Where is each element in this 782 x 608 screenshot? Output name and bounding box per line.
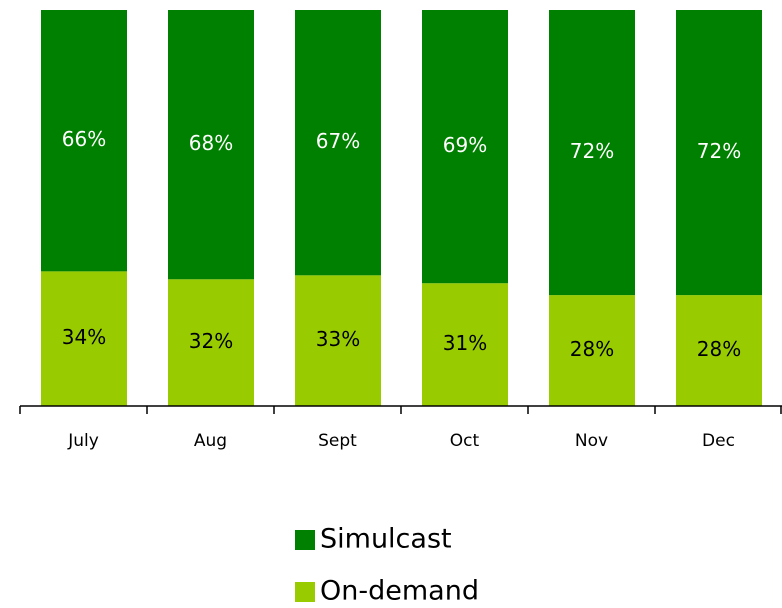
bar-segment [549, 10, 635, 296]
legend-swatch [295, 582, 315, 602]
bar-segment [168, 10, 254, 280]
data-label: 31% [443, 331, 487, 355]
legend-label: Simulcast [320, 524, 452, 555]
bar-segment [41, 271, 127, 406]
bar-segment [676, 295, 762, 406]
x-tick-label: Nov [575, 431, 608, 451]
legend-label: On-demand [320, 576, 479, 607]
bar-segment [41, 10, 127, 272]
x-tick-label: Aug [194, 431, 227, 451]
data-label: 32% [189, 329, 233, 353]
data-label: 72% [570, 139, 614, 163]
data-label: 34% [62, 325, 106, 349]
data-label: 67% [316, 129, 360, 153]
bar-segment [676, 10, 762, 296]
bar-segment [168, 279, 254, 406]
bar-segment [295, 275, 381, 406]
bar-segment [549, 295, 635, 406]
data-label: 28% [570, 337, 614, 361]
bar-segment [422, 10, 508, 284]
bar-segment [295, 10, 381, 276]
x-tick-label: Dec [702, 431, 735, 451]
x-tick-label: Sept [318, 431, 357, 451]
legend-swatch [295, 530, 315, 550]
data-label: 72% [697, 139, 741, 163]
data-label: 33% [316, 327, 360, 351]
data-label: 66% [62, 127, 106, 151]
x-tick-label: Oct [450, 431, 480, 451]
data-label: 28% [697, 337, 741, 361]
x-tick-label: July [67, 431, 99, 451]
bar-segment [422, 283, 508, 406]
data-label: 69% [443, 133, 487, 157]
data-label: 68% [189, 131, 233, 155]
